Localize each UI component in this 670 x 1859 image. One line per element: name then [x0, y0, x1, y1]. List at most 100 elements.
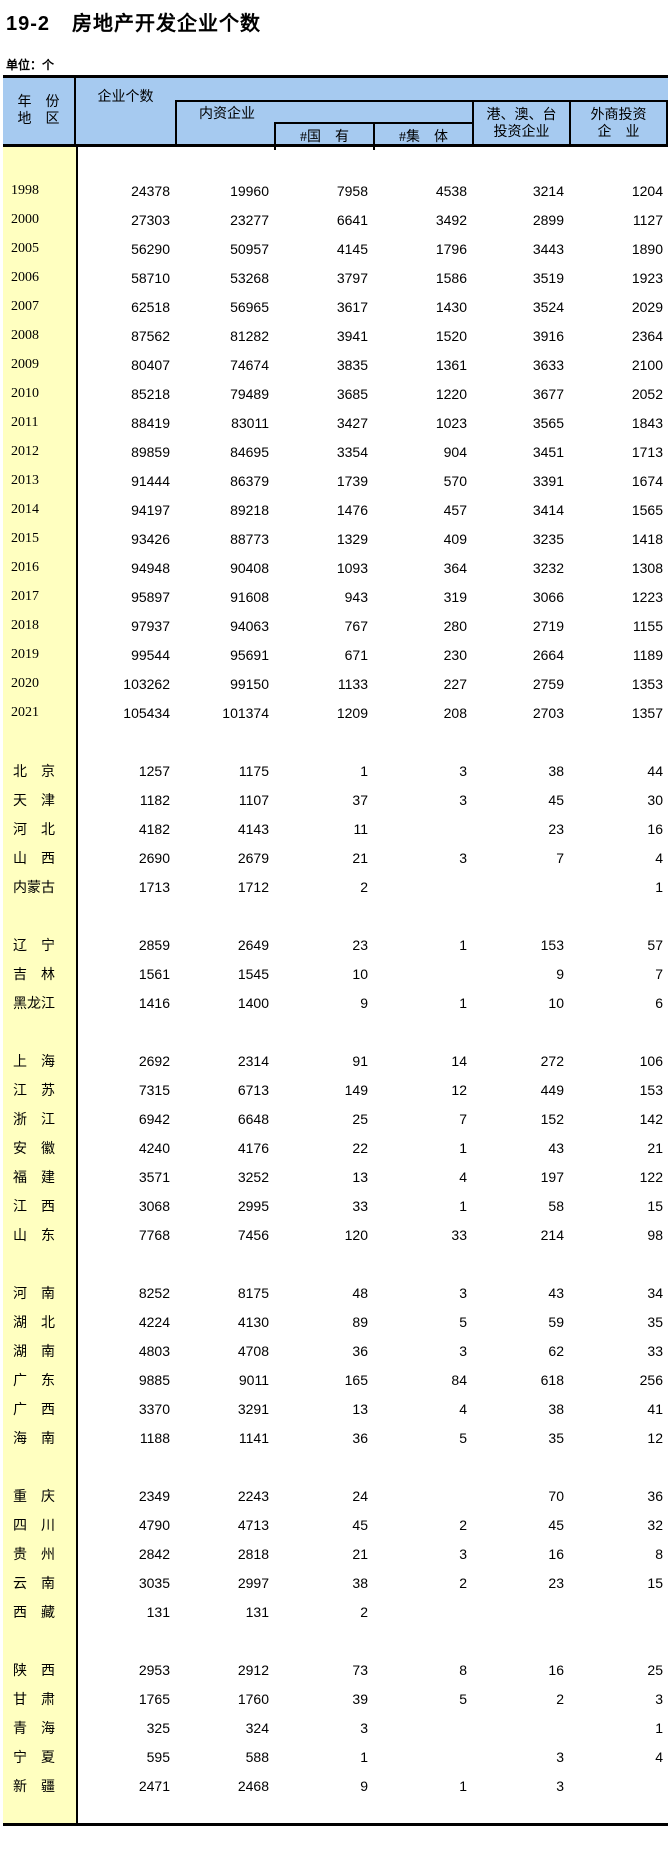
cell-foreign: 30 — [647, 791, 663, 808]
cell-collective: 1 — [459, 1139, 467, 1156]
cell-domestic: 2468 — [237, 1777, 269, 1794]
cell-domestic: 88773 — [230, 530, 269, 547]
cell-state: 1739 — [336, 472, 368, 489]
cell-total: 103262 — [123, 675, 170, 692]
row-label: 1998 — [11, 182, 39, 198]
cell-domestic: 50957 — [230, 240, 269, 257]
table-row: 上 海 2692 2314 91 14 272 106 — [3, 1046, 668, 1075]
cell-domestic: 56965 — [230, 298, 269, 315]
cell-state: 21 — [352, 1545, 368, 1562]
header-foreign-line2: 企 业 — [597, 125, 640, 140]
cell-collective: 3 — [459, 791, 467, 808]
cell-state: 48 — [352, 1284, 368, 1301]
row-label: 陕 西 — [13, 1663, 55, 1679]
cell-domestic: 2818 — [237, 1545, 269, 1562]
unit-label: 单位：个 — [6, 58, 55, 72]
cell-foreign: 4 — [655, 1748, 663, 1765]
table-row: 陕 西 2953 2912 73 8 16 25 — [3, 1655, 668, 1684]
cell-foreign: 25 — [647, 1661, 663, 1678]
table-row: 吉 林 1561 1545 10 9 7 — [3, 959, 668, 988]
table-row: 重 庆 2349 2243 24 70 36 — [3, 1481, 668, 1510]
cell-foreign: 3 — [655, 1690, 663, 1707]
cell-total: 4224 — [138, 1313, 170, 1330]
table-row: 2020 103262 99150 1133 227 2759 1353 — [3, 669, 668, 698]
cell-foreign: 1 — [655, 878, 663, 895]
table-row: 黑龙江 1416 1400 9 1 10 6 — [3, 988, 668, 1017]
cell-collective: 2 — [459, 1574, 467, 1591]
cell-state: 1133 — [337, 675, 368, 692]
cell-domestic: 2649 — [237, 936, 269, 953]
cell-foreign: 1353 — [631, 675, 663, 692]
row-label: 福 建 — [13, 1170, 55, 1186]
cell-total: 94948 — [131, 559, 170, 576]
cell-total: 2349 — [138, 1487, 170, 1504]
cell-state: 73 — [352, 1661, 368, 1678]
cell-foreign: 15 — [647, 1574, 663, 1591]
table-row: 2019 99544 95691 671 230 2664 1189 — [3, 640, 668, 669]
cell-total: 3035 — [138, 1574, 170, 1591]
cell-domestic: 83011 — [231, 414, 269, 431]
cell-domestic: 81282 — [230, 327, 269, 344]
table-row: 云 南 3035 2997 38 2 23 15 — [3, 1568, 668, 1597]
cell-collective: 5 — [459, 1690, 467, 1707]
row-label: 浙 江 — [13, 1112, 55, 1128]
cell-foreign: 2052 — [631, 385, 663, 402]
cell-collective: 1796 — [435, 240, 467, 257]
cell-foreign: 33 — [647, 1342, 663, 1359]
cell-total: 3068 — [138, 1197, 170, 1214]
header-domestic: 内资企业 — [199, 107, 255, 122]
cell-hmt: 38 — [548, 1400, 564, 1417]
row-label: 2010 — [11, 385, 39, 401]
table-row: 安 徽 4240 4176 22 1 43 21 — [3, 1133, 668, 1162]
table-row: 福 建 3571 3252 13 4 197 122 — [3, 1162, 668, 1191]
cell-domestic: 74674 — [230, 356, 269, 373]
cell-state: 11 — [353, 820, 368, 837]
cell-foreign: 1127 — [632, 211, 663, 228]
cell-hmt: 3232 — [532, 559, 564, 576]
header-hmt-line2: 投资企业 — [493, 125, 550, 140]
cell-domestic: 2679 — [237, 849, 269, 866]
row-label: 四 川 — [13, 1518, 55, 1534]
table-row: 甘 肃 1765 1760 39 5 2 3 — [3, 1684, 668, 1713]
spacer-row — [3, 1249, 668, 1278]
cell-foreign: 41 — [647, 1400, 663, 1417]
cell-hmt: 45 — [548, 791, 564, 808]
cell-foreign: 153 — [639, 1081, 663, 1098]
cell-collective: 208 — [443, 704, 467, 721]
cell-domestic: 1760 — [237, 1690, 269, 1707]
cell-total: 7315 — [138, 1081, 170, 1098]
table-row: 2013 91444 86379 1739 570 3391 1674 — [3, 466, 668, 495]
cell-domestic: 1175 — [238, 762, 269, 779]
cell-total: 2953 — [138, 1661, 170, 1678]
row-label: 内蒙古 — [13, 880, 55, 896]
cell-total: 95897 — [131, 588, 170, 605]
cell-domestic: 3291 — [237, 1400, 269, 1417]
cell-collective: 1 — [459, 994, 467, 1011]
cell-total: 1416 — [138, 994, 170, 1011]
cell-domestic: 1712 — [237, 878, 269, 895]
cell-domestic: 1141 — [238, 1429, 269, 1446]
header-year-line: 年 份 — [17, 95, 60, 110]
cell-collective: 3492 — [435, 211, 467, 228]
cell-hmt: 3633 — [532, 356, 564, 373]
table-row: 2009 80407 74674 3835 1361 3633 2100 — [3, 350, 668, 379]
row-label: 安 徽 — [13, 1141, 55, 1157]
cell-collective: 1430 — [435, 298, 467, 315]
cell-foreign: 98 — [647, 1226, 663, 1243]
cell-total: 1561 — [138, 965, 170, 982]
cell-total: 58710 — [131, 269, 170, 286]
row-label: 黑龙江 — [13, 996, 55, 1012]
row-label: 2011 — [11, 414, 39, 430]
cell-hmt: 2 — [556, 1690, 564, 1707]
cell-foreign: 1843 — [631, 414, 663, 431]
cell-hmt: 3519 — [532, 269, 564, 286]
cell-collective: 8 — [459, 1661, 467, 1678]
cell-hmt: 3565 — [532, 414, 564, 431]
cell-total: 1182 — [139, 791, 170, 808]
cell-collective: 4538 — [435, 182, 467, 199]
cell-domestic: 79489 — [230, 385, 269, 402]
header-collective: #集 体 — [373, 124, 472, 150]
header-domestic-group: 内资企业 — [175, 100, 472, 147]
cell-collective: 3 — [459, 1284, 467, 1301]
cell-foreign: 2364 — [631, 327, 663, 344]
